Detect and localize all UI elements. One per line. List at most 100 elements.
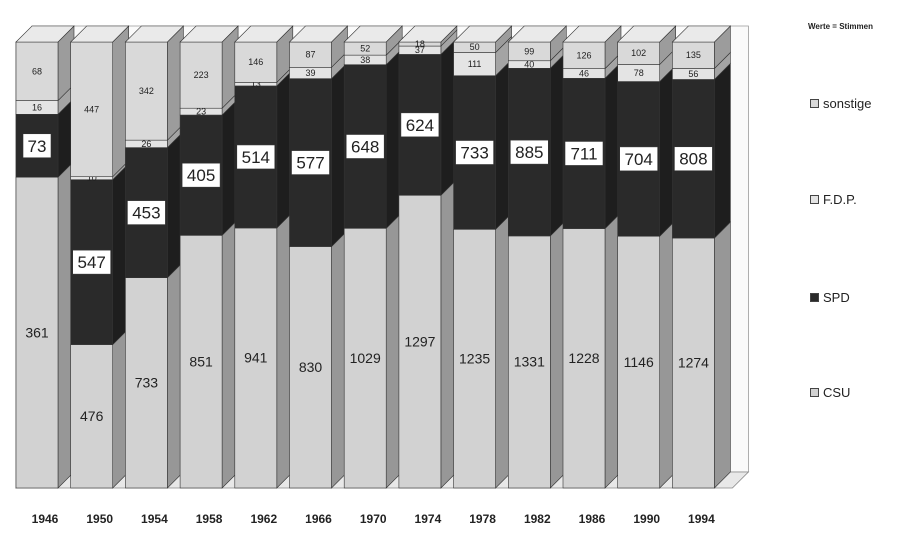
value-label-csu-1966: 830	[299, 359, 323, 375]
bar-csu-1954	[125, 277, 168, 489]
x-tick-label-1990: 1990	[633, 512, 660, 526]
bar-side-csu-1994	[714, 221, 731, 489]
value-label-sonstige-1990: 102	[631, 48, 646, 58]
x-tick-label-1946: 1946	[32, 512, 59, 526]
x-tick-label-1978: 1978	[469, 512, 496, 526]
legend-swatch-spd	[810, 293, 819, 302]
bar-csu-1994	[672, 237, 715, 489]
bar-csu-1966	[289, 246, 332, 489]
value-label-fdp-1958: 23	[196, 107, 206, 117]
value-label-spd-1994: 808	[679, 150, 707, 169]
bar-top-1982	[507, 25, 568, 43]
value-label-spd-1974: 624	[406, 116, 434, 135]
legend-swatch-fdp	[810, 195, 819, 204]
bar-csu-1946	[15, 176, 59, 489]
value-label-fdp-1950: 10	[87, 173, 97, 183]
bar-top-1990	[616, 25, 677, 43]
value-label-spd-1982: 885	[515, 143, 543, 162]
bar-csu-1958	[179, 235, 223, 489]
bar-top-1966	[288, 25, 349, 43]
x-tick-label-1982: 1982	[524, 512, 551, 526]
legend-label-sonstige: sonstige	[823, 96, 872, 111]
x-tick-label-1950: 1950	[86, 512, 113, 526]
value-label-sonstige-1986: 126	[576, 50, 591, 60]
value-box-spd-1962	[236, 144, 276, 170]
legend-label-spd: SPD	[823, 290, 850, 305]
legend-swatch-sonstige	[810, 99, 819, 108]
value-label-sonstige-1958: 223	[194, 70, 209, 80]
value-label-spd-1950: 547	[78, 253, 106, 272]
legend-item-spd: SPD	[810, 290, 850, 305]
value-box-spd-1974	[400, 112, 440, 138]
bar-top-1974	[398, 25, 458, 43]
value-label-csu-1986: 1228	[568, 350, 599, 366]
bar-top-1954	[124, 25, 185, 43]
bar-sonstige-1986	[562, 41, 606, 69]
bar-top-1946	[15, 25, 75, 43]
value-label-fdp-1978: 111	[468, 59, 482, 69]
bar-csu-1990	[617, 235, 661, 489]
bar-top-1986	[562, 25, 622, 43]
value-label-csu-1974: 1297	[404, 333, 435, 349]
value-label-spd-1946: 73	[28, 137, 47, 156]
bar-sonstige-1946	[15, 41, 59, 101]
bar-sonstige-1954	[125, 41, 168, 141]
value-label-spd-1986: 711	[570, 144, 597, 163]
bar-top-1950	[69, 25, 130, 43]
value-box-spd-1954	[127, 200, 166, 225]
bar-sonstige-1994	[672, 41, 715, 69]
value-label-fdp-1986: 46	[579, 68, 589, 78]
value-label-csu-1994: 1274	[678, 355, 709, 371]
bar-top-1970	[343, 25, 403, 43]
value-label-sonstige-1962: 146	[248, 57, 263, 67]
x-tick-label-1962: 1962	[250, 512, 277, 526]
bar-top-1958	[179, 25, 239, 43]
value-label-csu-1962: 941	[244, 350, 268, 366]
value-label-fdp-1962: 13	[251, 79, 261, 89]
bar-sonstige-1958	[179, 41, 223, 109]
bar-csu-1978	[453, 228, 496, 489]
legend-note: Werte = Stimmen	[808, 22, 873, 31]
value-box-spd-1946	[22, 133, 52, 159]
value-box-spd-1958	[181, 162, 221, 188]
value-box-spd-1966	[291, 150, 330, 175]
legend-label-fdp: F.D.P.	[823, 192, 857, 207]
value-label-csu-1950: 476	[80, 408, 104, 424]
value-label-spd-1954: 453	[132, 204, 160, 223]
x-tick-label-1986: 1986	[579, 512, 606, 526]
value-label-sonstige-1950: 447	[84, 104, 99, 114]
bar-top-1978	[452, 25, 513, 43]
value-label-csu-1978: 1235	[459, 350, 490, 366]
value-label-sonstige-1946: 68	[32, 66, 42, 76]
legend-item-sonstige: sonstige	[810, 96, 871, 111]
bar-csu-1950	[70, 344, 113, 489]
legend-swatch-csu	[810, 388, 819, 397]
bar-sonstige-1962	[234, 41, 278, 83]
value-label-spd-1978: 733	[460, 144, 488, 163]
x-tick-label-1974: 1974	[415, 512, 442, 526]
value-label-csu-1946: 361	[25, 324, 49, 340]
value-label-fdp-1974: 37	[415, 45, 425, 55]
value-label-spd-1990: 704	[625, 150, 653, 169]
bar-csu-1974	[398, 194, 442, 489]
legend-item-fdp: F.D.P.	[810, 192, 857, 207]
value-box-spd-1978	[455, 140, 494, 165]
value-label-csu-1982: 1331	[514, 354, 545, 370]
value-label-sonstige-1994: 135	[686, 50, 701, 60]
x-tick-label-1966: 1966	[305, 512, 332, 526]
bar-side-spd-1994	[714, 62, 731, 239]
bar-csu-1986	[562, 228, 606, 489]
value-label-sonstige-1954: 342	[139, 86, 154, 96]
value-label-fdp-1970: 38	[360, 55, 370, 65]
value-label-sonstige-1978: 50	[470, 42, 480, 52]
bar-csu-1962	[234, 227, 278, 489]
value-label-spd-1962: 514	[242, 148, 270, 167]
value-box-spd-1982	[509, 139, 549, 165]
value-label-fdp-1966: 39	[305, 68, 315, 78]
value-label-fdp-1990: 78	[634, 68, 644, 78]
value-label-csu-1958: 851	[189, 353, 213, 369]
value-label-fdp-1946: 16	[32, 102, 42, 112]
x-tick-label-1954: 1954	[141, 512, 168, 526]
